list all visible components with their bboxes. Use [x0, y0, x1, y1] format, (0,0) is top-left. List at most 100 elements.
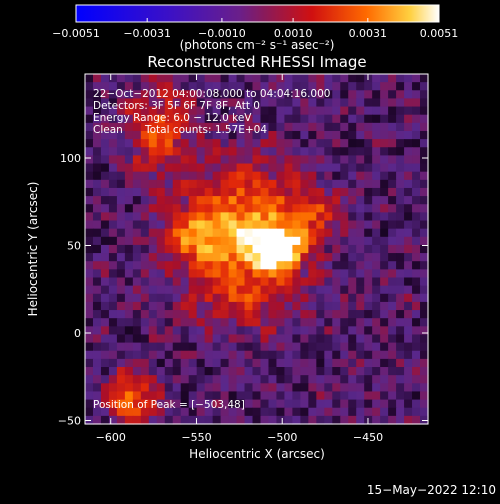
heatmap-cell [380, 301, 389, 311]
heatmap-cell [292, 204, 301, 213]
heatmap-cell [100, 74, 110, 83]
heatmap-cell [292, 114, 301, 124]
heatmap-cell [236, 212, 246, 222]
heatmap-cell [356, 415, 365, 425]
heatmap-cell [396, 147, 405, 156]
heatmap-cell [252, 228, 262, 238]
heatmap-cell [236, 358, 246, 368]
heatmap-cell [268, 326, 278, 336]
heatmap-cell [236, 98, 246, 108]
x-tick-label: −600 [96, 431, 126, 444]
heatmap-cell [204, 334, 214, 344]
heatmap-cell [308, 244, 317, 254]
heatmap-cell [364, 415, 373, 425]
heatmap-cell [292, 74, 301, 83]
heatmap-cell [260, 310, 270, 319]
heatmap-cell [284, 212, 293, 222]
heatmap-cell [268, 261, 278, 270]
heatmap-cell [100, 383, 110, 393]
heatmap-cell [204, 383, 214, 393]
heatmap-cell [212, 171, 222, 181]
heatmap-cell [124, 285, 134, 295]
heatmap-cell [196, 310, 206, 319]
heatmap-cell [100, 98, 110, 108]
heatmap-cell [92, 350, 102, 360]
heatmap-cell [85, 82, 94, 91]
heatmap-cell [188, 310, 198, 319]
heatmap-cell [284, 220, 293, 230]
heatmap-cell [356, 204, 365, 213]
heatmap-cell [124, 350, 134, 360]
heatmap-cell [364, 334, 373, 344]
heatmap-cell [124, 90, 134, 100]
heatmap-cell [380, 212, 389, 222]
heatmap-cell [388, 90, 397, 100]
heatmap-cell [276, 391, 286, 401]
heatmap-cell [252, 130, 262, 140]
heatmap-cell [292, 163, 301, 173]
heatmap-cell [132, 163, 142, 173]
heatmap-cell [396, 122, 405, 132]
heatmap-cell [300, 212, 309, 222]
heatmap-cell [324, 326, 333, 336]
heatmap-cell [348, 383, 357, 393]
heatmap-cell [244, 244, 254, 254]
heatmap-cell [404, 196, 413, 205]
heatmap-cell [236, 261, 246, 270]
heatmap-cell [172, 82, 182, 91]
heatmap-cell [164, 277, 174, 287]
heatmap-cell [308, 106, 317, 116]
heatmap-cell [356, 179, 365, 189]
heatmap-cell [132, 269, 142, 279]
heatmap-cell [372, 98, 381, 108]
heatmap-cell [284, 301, 293, 311]
heatmap-cell [148, 367, 158, 376]
heatmap-cell [316, 212, 325, 222]
heatmap-cell [348, 244, 357, 254]
heatmap-cell [348, 163, 357, 173]
heatmap-cell [140, 293, 150, 303]
heatmap-cell [108, 334, 118, 344]
heatmap-cell [332, 204, 341, 213]
colorbar-tick-label: −0.0051 [52, 27, 100, 40]
heatmap-cell [260, 415, 270, 425]
heatmap-cell [132, 179, 142, 189]
heatmap-cell [316, 147, 325, 156]
heatmap-cell [252, 407, 262, 417]
y-tick-label: 100 [60, 152, 81, 165]
heatmap-cell [252, 187, 262, 197]
heatmap-cell [132, 253, 142, 262]
heatmap-cell [388, 399, 397, 409]
heatmap-cell [284, 261, 293, 270]
heatmap-cell [348, 139, 357, 148]
heatmap-cell [116, 163, 126, 173]
heatmap-cell [100, 310, 110, 319]
heatmap-cell [364, 204, 373, 213]
heatmap-cell [388, 277, 397, 287]
heatmap-cell [316, 358, 325, 368]
heatmap-cell [292, 187, 301, 197]
heatmap-cell [380, 334, 389, 344]
heatmap-cell [116, 130, 126, 140]
heatmap-cell [92, 179, 102, 189]
heatmap-cell [340, 220, 349, 230]
heatmap-cell [276, 383, 286, 393]
heatmap-cell [212, 301, 222, 311]
heatmap-cell [92, 253, 102, 262]
heatmap-cell [332, 212, 341, 222]
heatmap-cell [100, 187, 110, 197]
heatmap-cell [340, 301, 349, 311]
heatmap-cell [92, 342, 102, 352]
heatmap-cell [85, 212, 94, 222]
heatmap-cell [156, 171, 166, 181]
heatmap-cell [308, 415, 317, 425]
heatmap-cell [364, 391, 373, 401]
heatmap-cell [180, 301, 190, 311]
heatmap-cell [204, 212, 214, 222]
heatmap-cell [244, 358, 254, 368]
heatmap-cell [316, 285, 325, 295]
heatmap-cell [380, 204, 389, 213]
heatmap-cell [284, 293, 293, 303]
heatmap-cell [148, 244, 158, 254]
heatmap-cell [356, 187, 365, 197]
